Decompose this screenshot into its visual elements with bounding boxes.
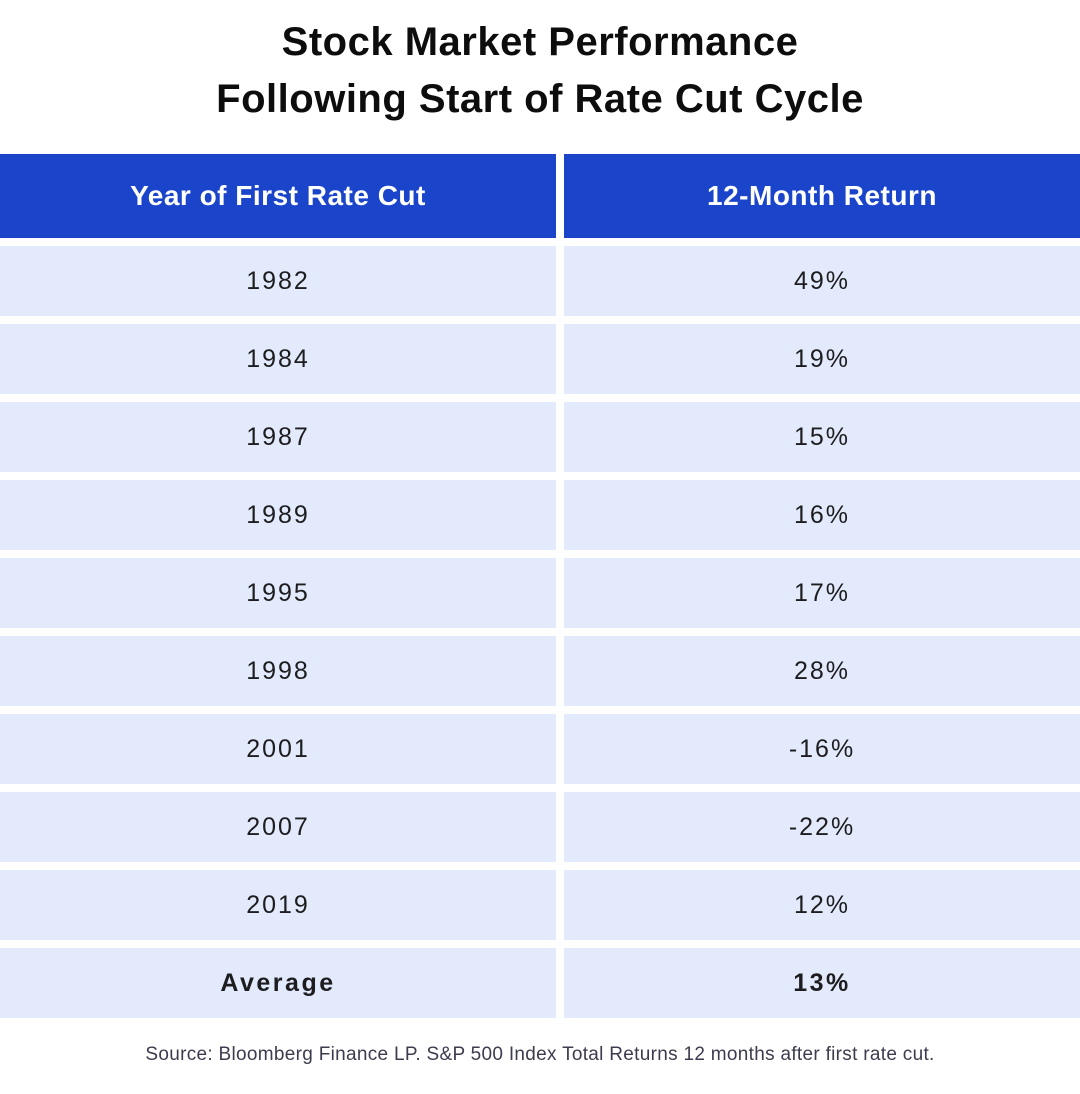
year-cell: 1989 bbox=[0, 480, 556, 550]
return-cell: 19% bbox=[564, 324, 1080, 394]
average-return-cell: 13% bbox=[564, 948, 1080, 1018]
column-header-return: 12-Month Return bbox=[564, 154, 1080, 238]
return-cell: 16% bbox=[564, 480, 1080, 550]
return-cell: 28% bbox=[564, 636, 1080, 706]
year-cell: 2007 bbox=[0, 792, 556, 862]
page-title: Stock Market Performance Following Start… bbox=[0, 14, 1080, 128]
page-title-line2: Following Start of Rate Cut Cycle bbox=[216, 77, 864, 121]
return-cell: 17% bbox=[564, 558, 1080, 628]
page-title-line1: Stock Market Performance bbox=[281, 20, 799, 64]
rate-cut-table: Year of First Rate Cut 12-Month Return 1… bbox=[0, 154, 1080, 1018]
year-cell: 1984 bbox=[0, 324, 556, 394]
return-cell: -22% bbox=[564, 792, 1080, 862]
source-note: Source: Bloomberg Finance LP. S&P 500 In… bbox=[145, 1044, 935, 1065]
return-cell: 15% bbox=[564, 402, 1080, 472]
year-cell: 1998 bbox=[0, 636, 556, 706]
year-cell: 1987 bbox=[0, 402, 556, 472]
average-year-cell: Average bbox=[0, 948, 556, 1018]
return-cell: 12% bbox=[564, 870, 1080, 940]
year-cell: 2001 bbox=[0, 714, 556, 784]
year-cell: 1995 bbox=[0, 558, 556, 628]
return-cell: -16% bbox=[564, 714, 1080, 784]
year-cell: 2019 bbox=[0, 870, 556, 940]
column-header-year: Year of First Rate Cut bbox=[0, 154, 556, 238]
return-cell: 49% bbox=[564, 246, 1080, 316]
year-cell: 1982 bbox=[0, 246, 556, 316]
